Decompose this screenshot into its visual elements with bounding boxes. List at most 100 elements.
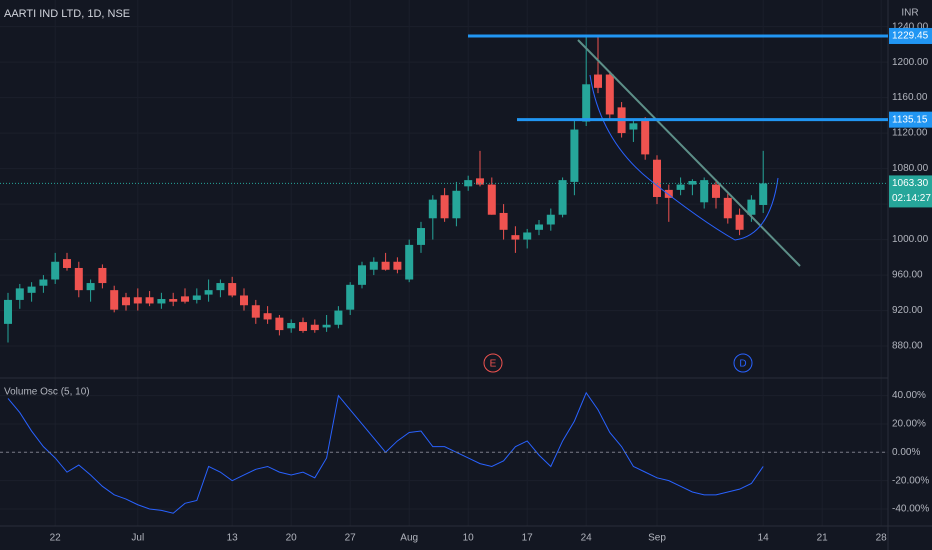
candle-body (275, 317, 284, 331)
x-tick-label: 20 (286, 533, 298, 544)
candle-body (428, 199, 437, 219)
candle-body (122, 297, 130, 306)
event-marker (733, 353, 753, 373)
candle-body (86, 283, 95, 291)
candle-body (452, 190, 461, 219)
candle-body (511, 235, 520, 240)
candle-body (735, 214, 744, 230)
candle-body (98, 267, 107, 284)
countdown: 02:14:27 (892, 193, 931, 204)
candle-body (310, 324, 319, 331)
candle-body (487, 184, 496, 215)
candle-body (570, 129, 579, 182)
candle-body (641, 120, 650, 155)
candle-body (393, 261, 402, 270)
candle-body (299, 322, 307, 331)
rounding-arc (589, 74, 779, 241)
candle-body (712, 184, 720, 198)
candle-body (664, 189, 673, 198)
y-tick-label: 1240.00 (892, 21, 929, 32)
candle-body (747, 199, 756, 215)
y-tick-label: 0.00% (892, 447, 920, 458)
y-tick-label: 1000.00 (892, 234, 929, 245)
candle-body (145, 297, 154, 304)
x-tick-label: 24 (581, 533, 593, 544)
candle-body (535, 224, 543, 230)
candle-body (169, 299, 178, 302)
candle-body (676, 184, 685, 190)
candle-body (653, 159, 661, 197)
candle-body (133, 297, 142, 304)
candle-body (334, 310, 343, 325)
candle-body (63, 259, 71, 268)
candle-body (358, 265, 366, 285)
x-tick-label: Aug (400, 533, 418, 544)
y-tick-label: 880.00 (892, 341, 923, 352)
candle-body (204, 290, 213, 295)
candle-body (192, 295, 201, 300)
candle-body (759, 183, 768, 205)
candle-body (157, 299, 166, 304)
candle-body (15, 288, 24, 300)
last-price-box (889, 175, 932, 208)
candle-body (594, 74, 602, 88)
x-tick-label: 27 (345, 533, 357, 544)
candle-body (523, 232, 532, 240)
last-price-label: 1063.30 (892, 178, 929, 189)
y-tick-label: 1080.00 (892, 163, 929, 174)
candle-body (181, 296, 189, 302)
y-tick-label: 1160.00 (892, 92, 928, 103)
candle-body (322, 324, 331, 328)
candle-body (723, 197, 732, 219)
x-tick-label: 14 (758, 533, 770, 544)
candle-body (629, 123, 638, 130)
x-tick-label: 22 (50, 533, 62, 544)
x-tick-label: 28 (876, 533, 888, 544)
candle-body (51, 261, 60, 280)
y-tick-label: 20.00% (892, 419, 926, 430)
level-label: 1229.45 (892, 31, 929, 42)
event-label: D (739, 359, 746, 370)
level-label-box (889, 111, 932, 128)
trend-line (577, 39, 801, 267)
candle-body (39, 279, 48, 286)
x-tick-label: 17 (522, 533, 534, 544)
y-tick-label: 960.00 (892, 270, 923, 281)
candle-body (476, 178, 484, 185)
x-tick-label: 21 (817, 533, 829, 544)
candle-body (546, 214, 555, 225)
y-tick-label: -20.00% (892, 475, 929, 486)
candle-body (558, 180, 567, 215)
candle-body (287, 322, 296, 329)
level-label-box (889, 27, 932, 44)
candle-body (688, 181, 697, 185)
candle-body (263, 313, 272, 320)
candle-body (27, 286, 36, 293)
candle-body (216, 283, 225, 291)
candle-body (381, 261, 390, 270)
candle-body (240, 295, 248, 306)
candle-body (440, 195, 449, 219)
candle-body (499, 212, 508, 230)
candle-body (700, 180, 709, 203)
chart-title: AARTI IND LTD, 1D, NSE (4, 8, 130, 20)
level-label: 1135.15 (892, 114, 928, 125)
x-tick-label: 10 (463, 533, 475, 544)
y-tick-label: -40.00% (892, 504, 929, 515)
candle-body (346, 284, 355, 310)
indicator-title: Volume Osc (5, 10) (4, 387, 90, 398)
y-tick-label: 40.00% (892, 390, 926, 401)
candle-body (74, 267, 83, 291)
candle-body (251, 305, 260, 318)
y-tick-label: 1200.00 (892, 57, 929, 68)
candle-body (417, 228, 425, 245)
candle-body (582, 84, 591, 122)
x-tick-label: 13 (227, 533, 239, 544)
x-tick-label: Sep (648, 533, 666, 544)
x-tick-label: Jul (131, 533, 144, 544)
y-tick-label: 920.00 (892, 305, 923, 316)
event-marker (483, 353, 503, 373)
candle-body (369, 261, 378, 270)
